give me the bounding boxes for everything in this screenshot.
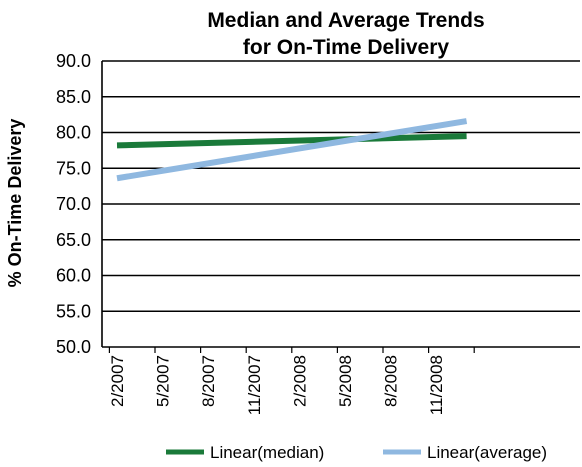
y-tick-label: 90.0 — [56, 51, 91, 71]
gridlines — [101, 60, 580, 353]
series-line-1 — [116, 118, 468, 182]
x-tick-label: 8/2007 — [199, 355, 218, 407]
x-tick-label: 11/2007 — [245, 355, 264, 415]
y-tick-label: 65.0 — [56, 230, 91, 250]
x-tick-label: 5/2008 — [336, 355, 355, 407]
x-tick-label: 11/2008 — [427, 355, 446, 415]
y-tick-label: 60.0 — [56, 266, 91, 286]
y-tick-label: 50.0 — [56, 337, 91, 357]
x-tick-label: 2/2007 — [108, 355, 127, 407]
x-tick-labels: 2/2007 5/2007 8/2007 11/2007 2/2008 5/2008 8/2… — [108, 355, 446, 415]
y-tick-label: 85.0 — [56, 87, 91, 107]
y-tick-label: 55.0 — [56, 301, 91, 321]
legend-label-1: Linear(average) — [427, 443, 547, 462]
legend: Linear(median) Linear(average) — [166, 443, 547, 462]
y-tick-labels: 90.0 85.0 80.0 75.0 70.0 65.0 60.0 55.0 50.0 — [56, 51, 91, 357]
series-line-0 — [116, 133, 467, 149]
y-tick-label: 70.0 — [56, 194, 91, 214]
x-tick-label: 5/2007 — [154, 355, 173, 407]
chart-title-line-2: for On-Time Delivery — [243, 36, 449, 59]
y-axis-label: % On-Time Delivery — [5, 119, 25, 288]
series-lines — [116, 118, 468, 182]
chart-title-line-1: Median and Average Trends — [207, 9, 484, 32]
x-tick-label: 8/2008 — [382, 355, 401, 407]
x-tick-label: 2/2008 — [290, 355, 309, 407]
legend-label-0: Linear(median) — [210, 443, 324, 462]
y-tick-label: 75.0 — [56, 158, 91, 178]
y-tick-label: 80.0 — [56, 123, 91, 143]
